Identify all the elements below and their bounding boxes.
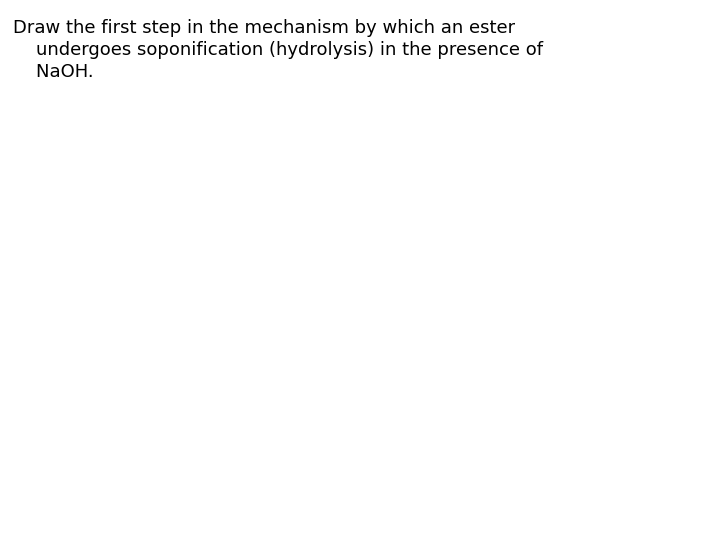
- Text: Draw the first step in the mechanism by which an ester
    undergoes soponificat: Draw the first step in the mechanism by …: [13, 19, 543, 82]
